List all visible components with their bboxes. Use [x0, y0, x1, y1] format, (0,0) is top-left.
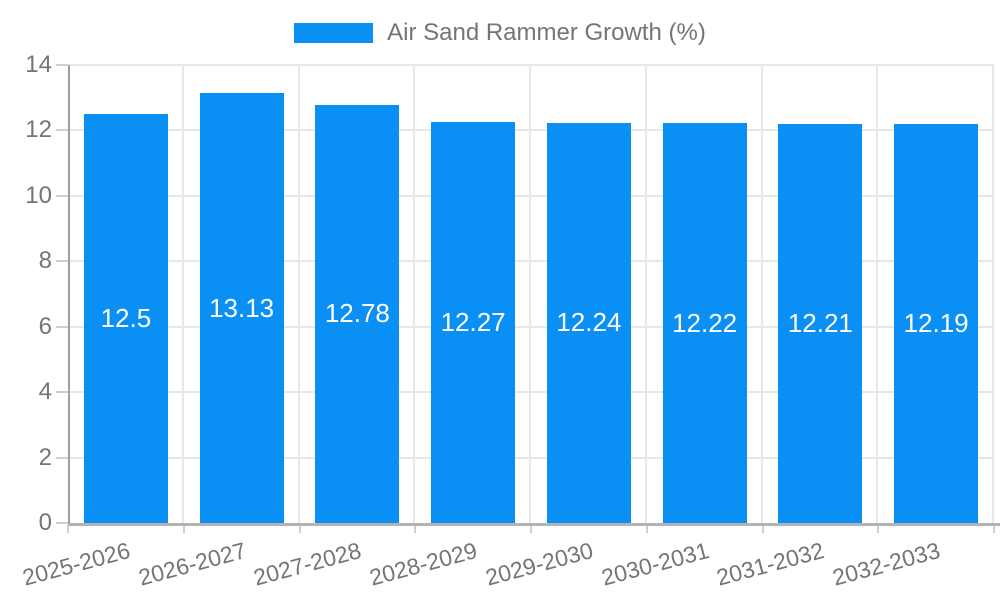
x-axis-tick	[761, 525, 764, 533]
gridline-horizontal	[68, 260, 994, 263]
y-axis-tick	[56, 456, 68, 459]
bar-value-label: 12.21	[787, 307, 853, 338]
gridline-horizontal	[68, 194, 994, 197]
gridline-vertical	[297, 65, 300, 523]
y-axis-tick	[56, 64, 68, 66]
bar-value-label: 12.27	[440, 306, 506, 337]
gridline-vertical	[181, 65, 184, 523]
y-axis-tick-label: 10	[25, 181, 52, 209]
legend-label: Air Sand Rammer Growth (%)	[387, 19, 706, 46]
gridline-vertical	[644, 65, 647, 523]
legend[interactable]: Air Sand Rammer Growth (%)	[0, 14, 1000, 52]
x-axis-tick	[298, 525, 301, 533]
bar-value-label: 13.13	[209, 292, 275, 323]
x-axis-category-label: 2026-2027	[135, 537, 249, 591]
x-axis-category-label: 2030-2031	[598, 537, 712, 591]
bar-value-label: 12.19	[903, 308, 969, 339]
y-axis-tick-label: 2	[38, 443, 52, 471]
gridline-vertical	[992, 65, 994, 523]
x-axis-category-label: 2029-2030	[482, 537, 596, 591]
y-axis-tick	[56, 522, 68, 524]
x-axis-tick	[877, 525, 880, 533]
gridline-vertical	[413, 65, 416, 523]
y-axis-tick	[56, 194, 68, 197]
bar[interactable]: 12.78	[315, 104, 400, 523]
y-axis-tick	[56, 260, 68, 263]
y-axis-line	[68, 65, 70, 523]
x-axis-category-label: 2028-2029	[366, 537, 480, 591]
y-axis-tick	[56, 129, 68, 132]
x-axis-category-label: 2032-2033	[829, 537, 943, 591]
gridline-horizontal	[68, 325, 994, 328]
x-axis-tick	[182, 525, 185, 533]
y-axis-tick-label: 4	[38, 378, 52, 406]
bar[interactable]: 12.27	[431, 121, 516, 523]
y-axis-tick	[56, 391, 68, 394]
x-axis-category-label: 2031-2032	[714, 537, 828, 591]
bar-value-label: 12.5	[100, 303, 152, 334]
x-axis-line	[68, 523, 1000, 526]
bar[interactable]: 12.5	[83, 114, 168, 523]
y-axis-tick-label: 12	[25, 116, 52, 144]
bar-value-label: 12.24	[556, 307, 622, 338]
legend-swatch-icon	[294, 23, 374, 43]
y-axis-tick	[56, 325, 68, 328]
bar[interactable]: 12.22	[662, 123, 747, 523]
gridline-vertical	[760, 65, 763, 523]
x-axis-tick	[993, 525, 995, 533]
x-axis-tick	[414, 525, 417, 533]
bar-value-label: 12.22	[672, 307, 738, 338]
y-axis-tick-label: 14	[25, 51, 52, 78]
x-axis-tick	[530, 525, 532, 533]
bar[interactable]: 12.24	[546, 122, 631, 523]
bar[interactable]: 12.19	[894, 124, 979, 523]
gridline-vertical	[876, 65, 879, 523]
gridline-horizontal	[68, 456, 994, 459]
x-axis-category-label: 2027-2028	[251, 537, 365, 591]
bar[interactable]: 12.21	[778, 123, 863, 523]
gridline-horizontal	[68, 64, 994, 66]
y-axis-tick-label: 0	[38, 509, 52, 536]
x-axis-category-label: 2025-2026	[19, 537, 133, 591]
x-axis-tick	[67, 525, 69, 533]
y-axis-tick-label: 6	[38, 312, 52, 340]
bar-value-label: 12.78	[324, 298, 390, 329]
y-axis-tick-label: 8	[38, 247, 52, 275]
gridline-horizontal	[68, 391, 994, 394]
gridline-horizontal	[68, 129, 994, 132]
x-axis-tick	[645, 525, 648, 533]
bar[interactable]: 13.13	[199, 93, 284, 523]
gridline-vertical	[529, 65, 531, 523]
